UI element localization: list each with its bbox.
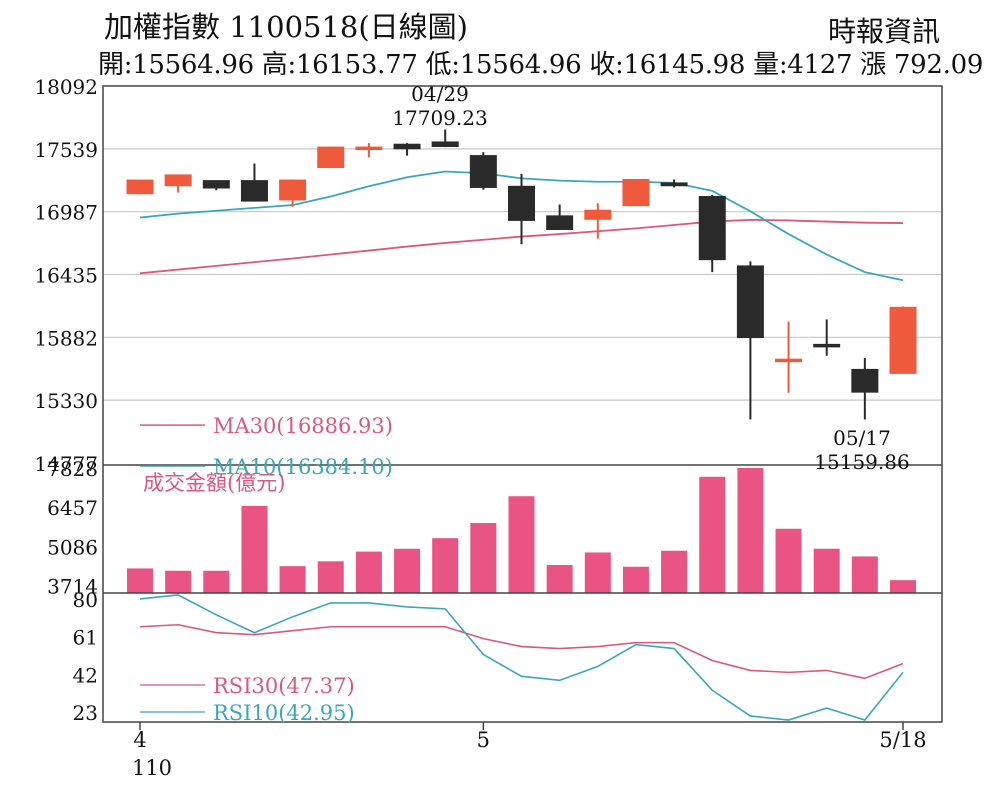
candle-body (622, 178, 650, 207)
chart-title: 加權指數 1100518(日線圖) (104, 10, 469, 44)
turnover-bar (546, 565, 573, 593)
rsi10-line (139, 594, 904, 721)
source-label: 時報資訊 (827, 15, 940, 48)
turnover-title: 成交金額(億元) (143, 471, 285, 495)
candle-body (431, 141, 459, 148)
x-tick-label: 5 (477, 728, 490, 752)
x-tick-label: 110 (132, 756, 172, 780)
turnover-bar (813, 548, 840, 593)
rsi30-legend-label: RSI30(47.37) (213, 674, 355, 698)
turnover-tick-label: 3714 (47, 574, 98, 598)
candle-body (317, 146, 345, 169)
candle-body (546, 215, 574, 231)
rsi-tick-label: 61 (73, 626, 98, 650)
turnover-bar (775, 528, 802, 593)
candle-body (355, 146, 383, 151)
candle-body (736, 265, 764, 339)
chart-labels: 18092 17539 16987 16435 15882 15330 14777 MA30(… (34, 75, 926, 780)
turnover-bar (355, 551, 382, 593)
candle-body (279, 179, 307, 201)
turnover-bar (584, 552, 611, 593)
candle-body (889, 306, 917, 374)
price-tick-label: 18092 (34, 75, 98, 99)
turnover-bars (127, 468, 916, 593)
turnover-bar (737, 468, 764, 593)
rsi30-line (139, 623, 904, 680)
candle-body (469, 155, 497, 188)
ohlc-summary: 開:15564.96 高:16153.77 低:15564.96 收:16145… (98, 50, 984, 80)
ma30-legend-label: MA30(16886.93) (213, 414, 393, 438)
price-tick-label: 16435 (34, 263, 98, 287)
turnover-bar (470, 523, 497, 593)
rsi-lines (139, 594, 904, 721)
candle-body (660, 182, 688, 187)
chart-frame (102, 85, 943, 730)
candle-body (164, 174, 192, 187)
candle-body (202, 180, 230, 189)
candle-body (851, 368, 879, 393)
turnover-bar (851, 556, 878, 593)
rsi10-legend-label: RSI10(42.95) (213, 701, 355, 725)
turnover-tick-label: 7828 (47, 457, 98, 481)
price-tick-label: 15330 (34, 389, 98, 413)
rsi-tick-label: 80 (73, 588, 98, 612)
candle-body (508, 185, 535, 221)
price-tick-label: 16987 (34, 201, 98, 225)
turnover-bar (508, 496, 535, 593)
price-tick-label: 17539 (34, 138, 98, 162)
high-annotation-date: 04/29 (411, 82, 469, 106)
price-tick-label: 14777 (34, 452, 98, 476)
turnover-bar (317, 561, 344, 593)
candle-body (698, 196, 726, 261)
candle-body (126, 179, 154, 195)
turnover-bar (241, 505, 268, 593)
turnover-bar (890, 580, 916, 593)
candle-body (393, 143, 421, 150)
turnover-bar (394, 548, 421, 593)
candle-body (775, 358, 803, 363)
grid-lines (103, 148, 942, 401)
rsi-tick-label: 23 (73, 701, 98, 725)
high-annotation-value: 17709.23 (392, 106, 487, 130)
ma10-legend-label: MA10(16384.10) (213, 455, 393, 479)
turnover-tick-label: 5086 (47, 535, 98, 559)
candlesticks (126, 129, 917, 420)
turnover-bar (432, 538, 459, 593)
turnover-tick-label: 6457 (47, 496, 98, 520)
rsi-tick-label: 42 (73, 663, 98, 687)
candle-body (813, 343, 841, 348)
turnover-bar (279, 566, 306, 593)
x-tick-label: 4 (133, 728, 146, 752)
turnover-bar (699, 476, 726, 593)
low-annotation-date: 05/17 (833, 426, 891, 450)
candle-body (240, 180, 268, 202)
turnover-bar (165, 570, 192, 593)
low-annotation-value: 15159.86 (814, 450, 909, 474)
price-tick-label: 15882 (34, 326, 98, 350)
candle-body (584, 209, 612, 220)
turnover-bar (622, 566, 649, 593)
plot-frame (102, 85, 943, 723)
x-tick-label: 5/18 (879, 728, 926, 752)
turnover-bar (661, 550, 688, 593)
turnover-bar (127, 568, 153, 593)
turnover-bar (203, 570, 230, 593)
